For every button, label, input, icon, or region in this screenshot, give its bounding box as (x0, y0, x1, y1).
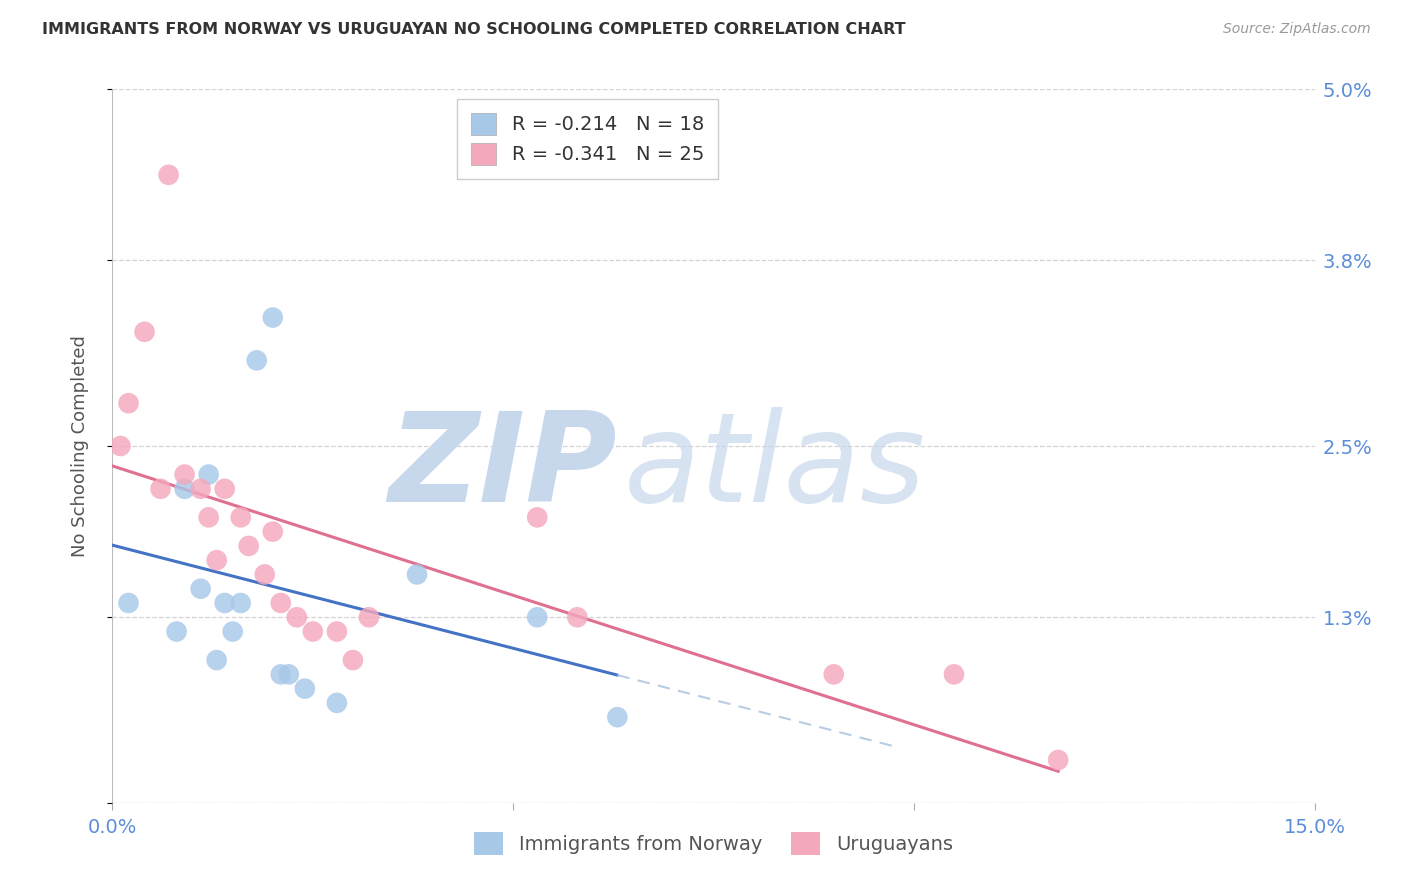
Point (294, 681, 316, 696)
Point (173, 467, 195, 482)
Point (262, 524, 284, 539)
Point (406, 567, 429, 582)
Point (197, 510, 219, 524)
Point (342, 653, 364, 667)
Point (606, 710, 628, 724)
Point (285, 610, 308, 624)
Point (117, 396, 139, 410)
Point (117, 596, 139, 610)
Point (238, 539, 260, 553)
Point (302, 624, 325, 639)
Point (214, 596, 236, 610)
Point (149, 482, 172, 496)
Point (823, 667, 845, 681)
Point (942, 667, 965, 681)
Point (205, 553, 228, 567)
Point (326, 696, 349, 710)
Point (246, 353, 269, 368)
Point (166, 624, 188, 639)
Point (277, 667, 299, 681)
Point (110, 439, 132, 453)
Text: ZIP: ZIP (388, 407, 617, 528)
Point (173, 482, 195, 496)
Text: IMMIGRANTS FROM NORWAY VS URUGUAYAN NO SCHOOLING COMPLETED CORRELATION CHART: IMMIGRANTS FROM NORWAY VS URUGUAYAN NO S… (42, 22, 905, 37)
Point (190, 482, 212, 496)
Legend: Immigrants from Norway, Uruguayans: Immigrants from Norway, Uruguayans (464, 822, 963, 864)
Text: Source: ZipAtlas.com: Source: ZipAtlas.com (1223, 22, 1371, 37)
Point (567, 610, 589, 624)
Y-axis label: No Schooling Completed: No Schooling Completed (70, 335, 89, 557)
Point (222, 624, 245, 639)
Point (214, 482, 236, 496)
Point (253, 567, 276, 582)
Point (326, 624, 349, 639)
Point (357, 610, 380, 624)
Point (197, 467, 219, 482)
Point (190, 582, 212, 596)
Point (134, 325, 156, 339)
Point (229, 510, 252, 524)
Point (526, 510, 548, 524)
Point (270, 667, 292, 681)
Point (205, 653, 228, 667)
Point (1047, 753, 1070, 767)
Point (157, 168, 180, 182)
Text: atlas: atlas (623, 407, 925, 528)
Point (270, 596, 292, 610)
Point (526, 610, 548, 624)
Point (229, 596, 252, 610)
Point (262, 310, 284, 325)
